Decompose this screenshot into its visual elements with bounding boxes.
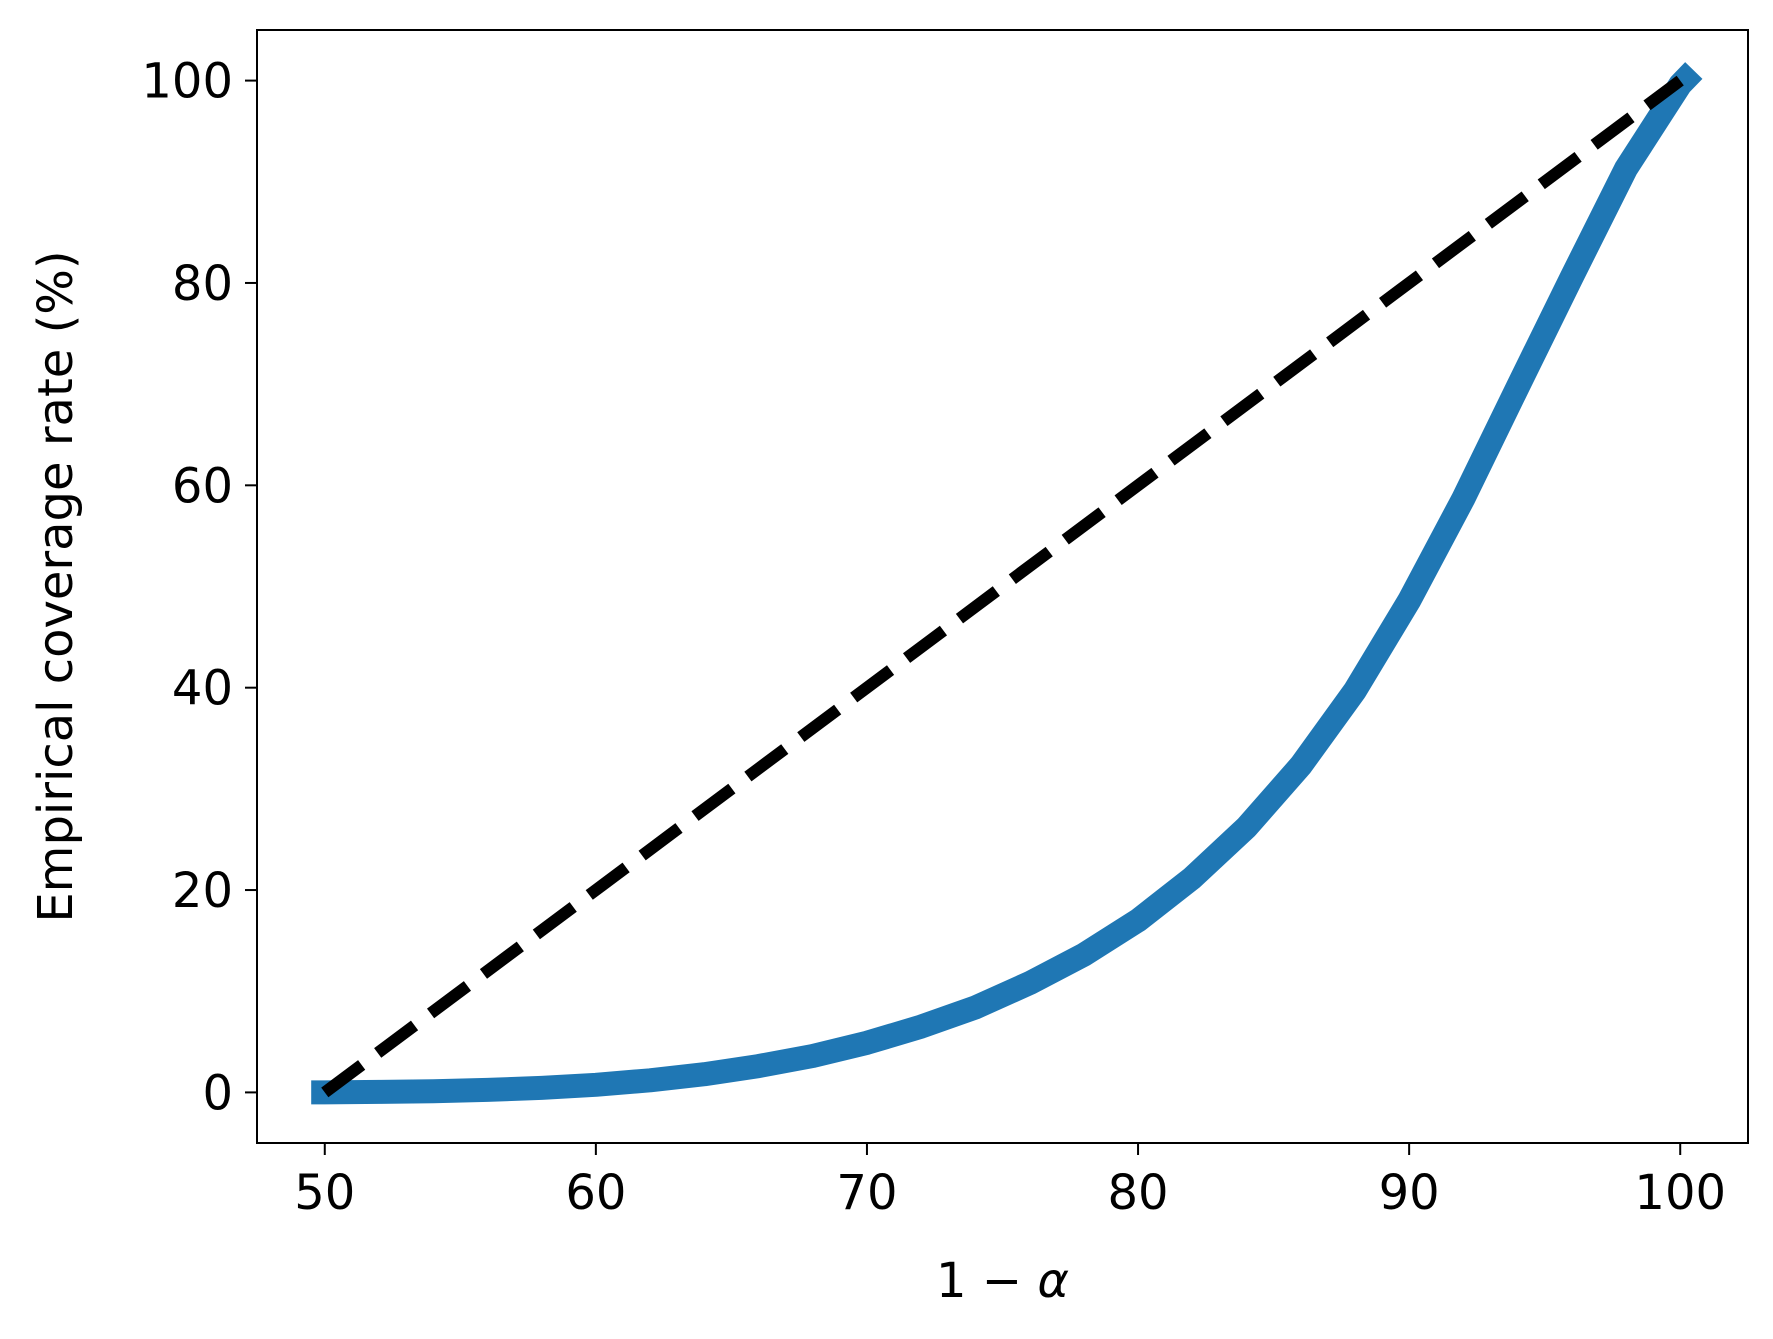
x-axis-label-main: 1 − bbox=[936, 1253, 1037, 1309]
plot-lines bbox=[311, 62, 1703, 1105]
y-tick-label: 100 bbox=[141, 54, 233, 110]
reference-diagonal-line bbox=[321, 75, 1684, 1098]
x-tick-label: 100 bbox=[1634, 1165, 1726, 1221]
coverage-curve-line bbox=[311, 62, 1703, 1105]
plot-frame bbox=[256, 29, 1749, 1144]
y-tick-label: 80 bbox=[172, 256, 233, 312]
x-axis-label-symbol: α bbox=[1037, 1253, 1069, 1309]
y-tick-label: 0 bbox=[202, 1065, 233, 1121]
x-tick-label: 70 bbox=[836, 1165, 897, 1221]
x-tick-label: 90 bbox=[1379, 1165, 1440, 1221]
x-tick-label: 60 bbox=[565, 1165, 626, 1221]
y-axis-label: Empirical coverage rate (%) bbox=[28, 250, 84, 922]
x-tick-label: 50 bbox=[294, 1165, 355, 1221]
x-tick-label: 80 bbox=[1108, 1165, 1169, 1221]
x-axis-label: 1 − α bbox=[936, 1253, 1069, 1309]
y-tick-label: 40 bbox=[172, 661, 233, 717]
y-tick-label: 20 bbox=[172, 863, 233, 919]
y-tick-label: 60 bbox=[172, 458, 233, 514]
x-axis-ticks: 50 60 70 80 90 100 bbox=[294, 1143, 1726, 1221]
y-axis-ticks: 0 20 40 60 80 100 bbox=[141, 54, 257, 1121]
